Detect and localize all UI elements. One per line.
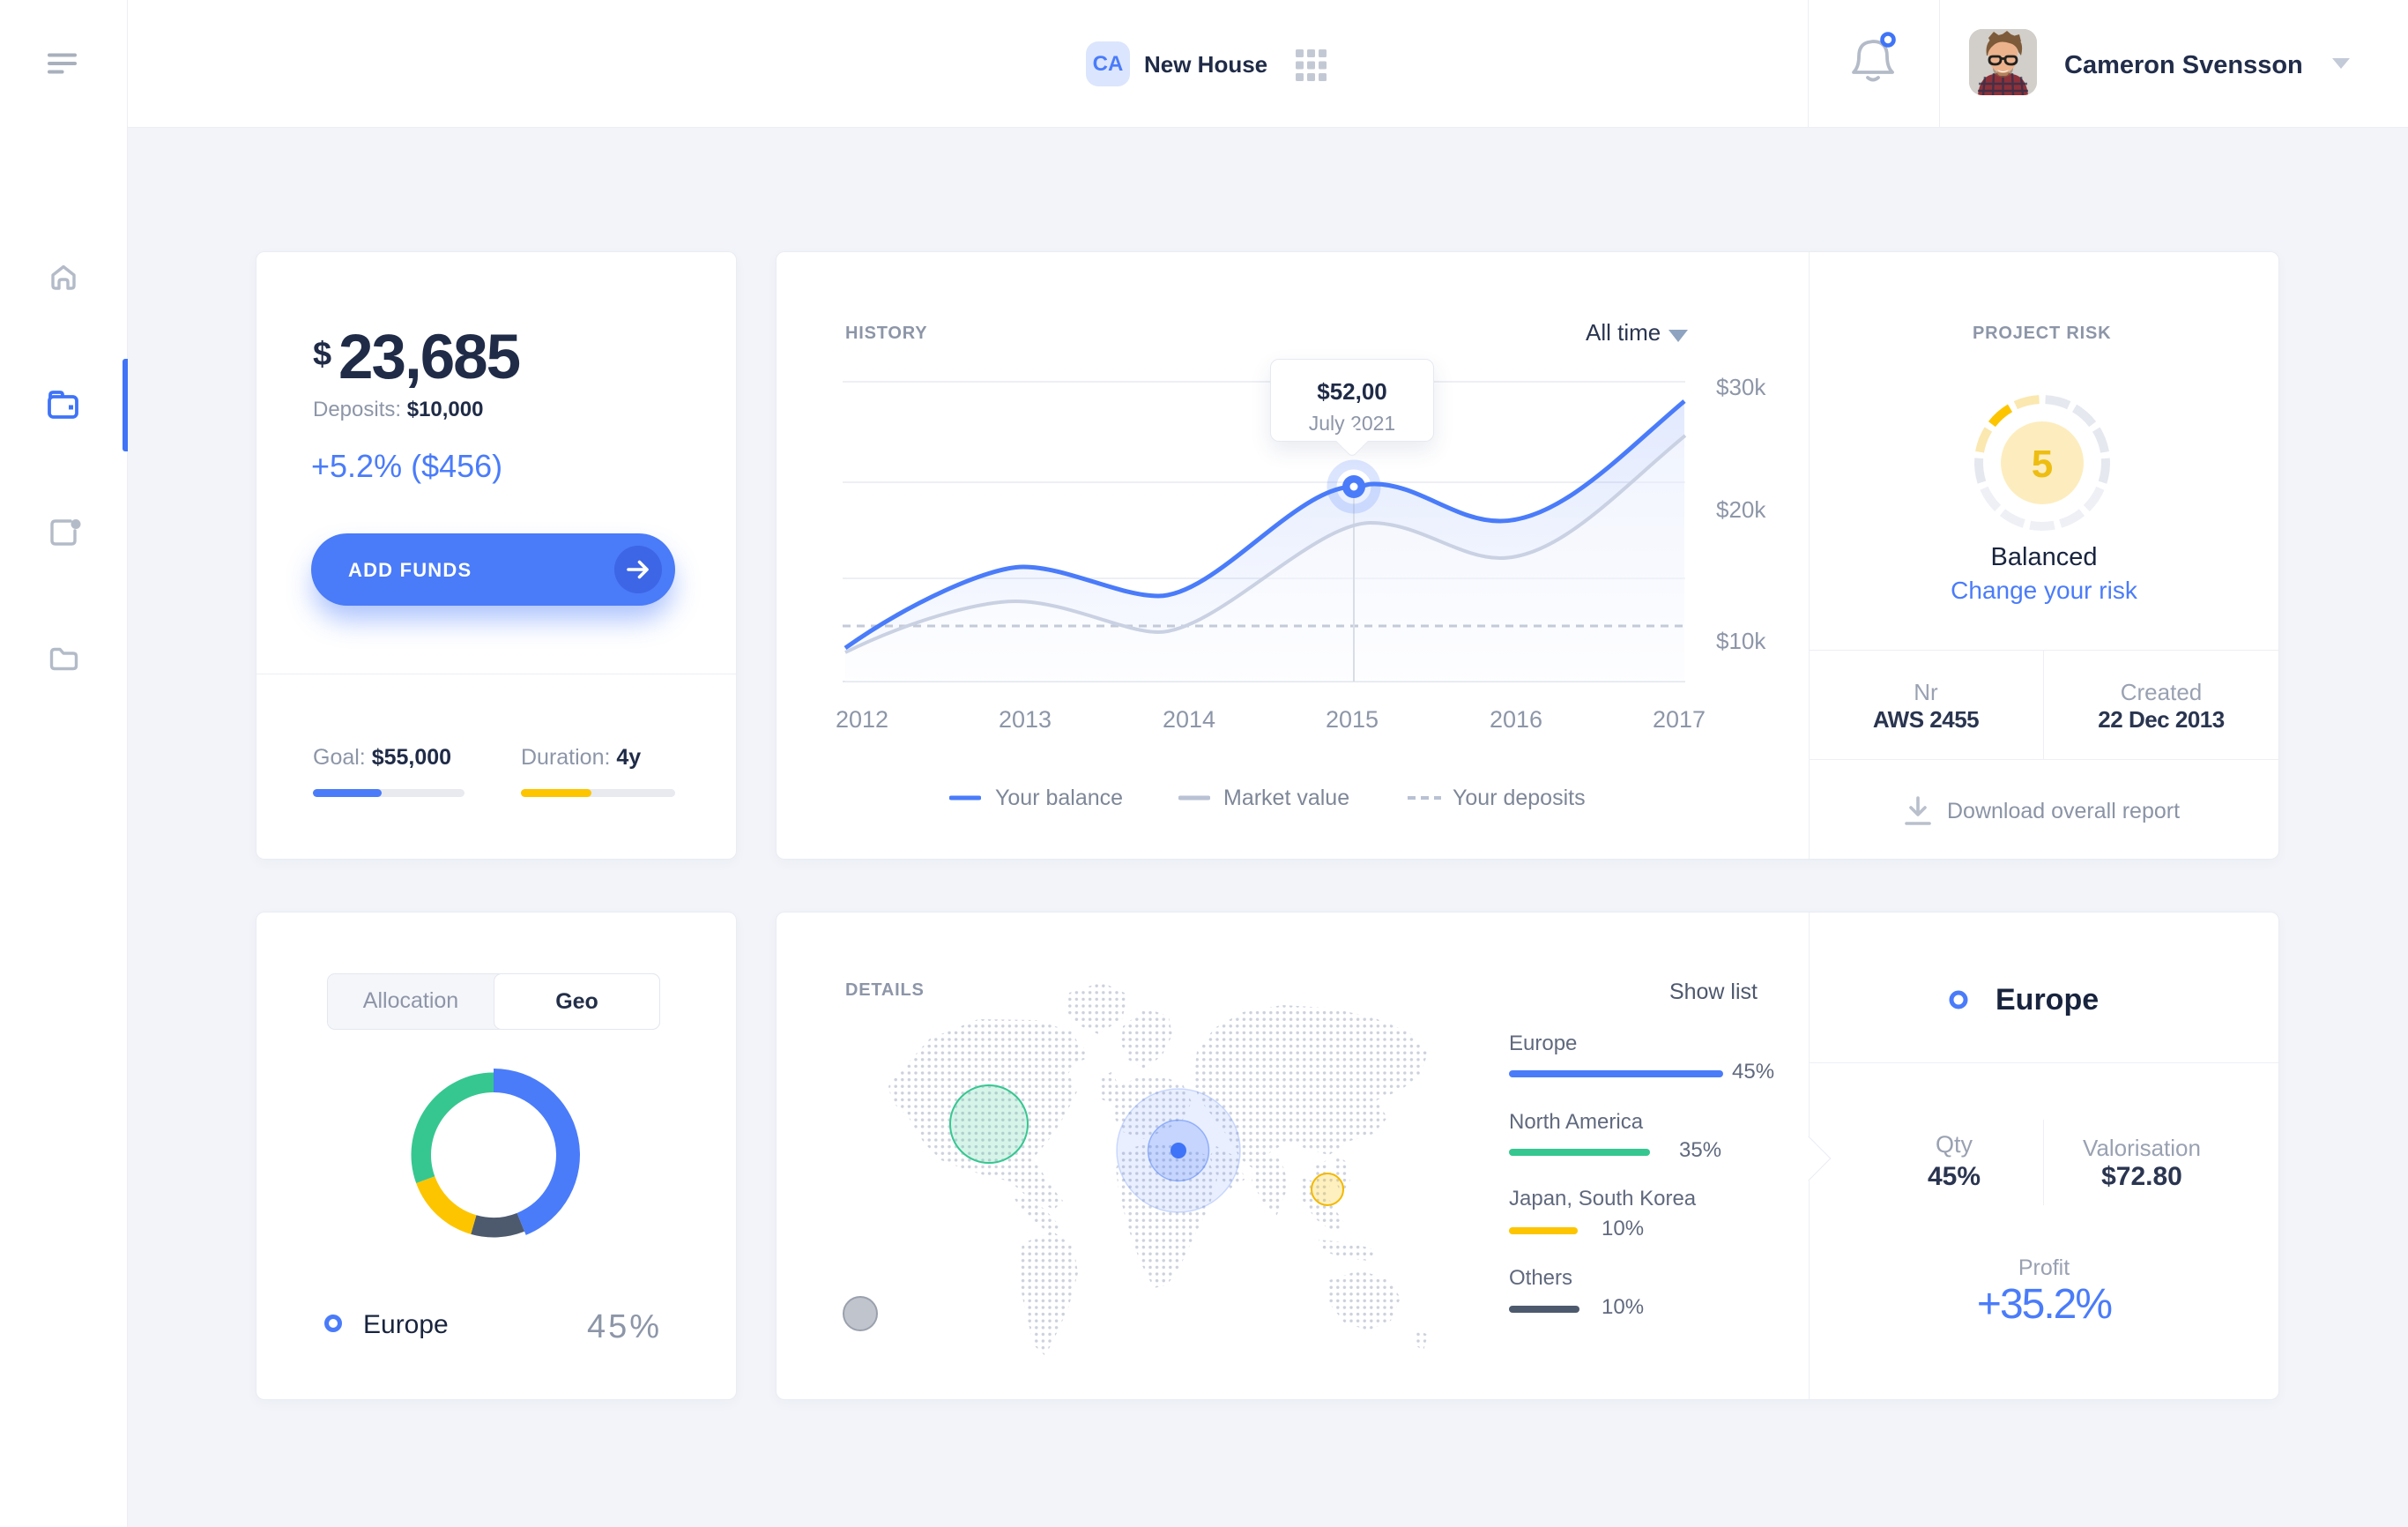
svg-text:5: 5	[2032, 443, 2053, 486]
